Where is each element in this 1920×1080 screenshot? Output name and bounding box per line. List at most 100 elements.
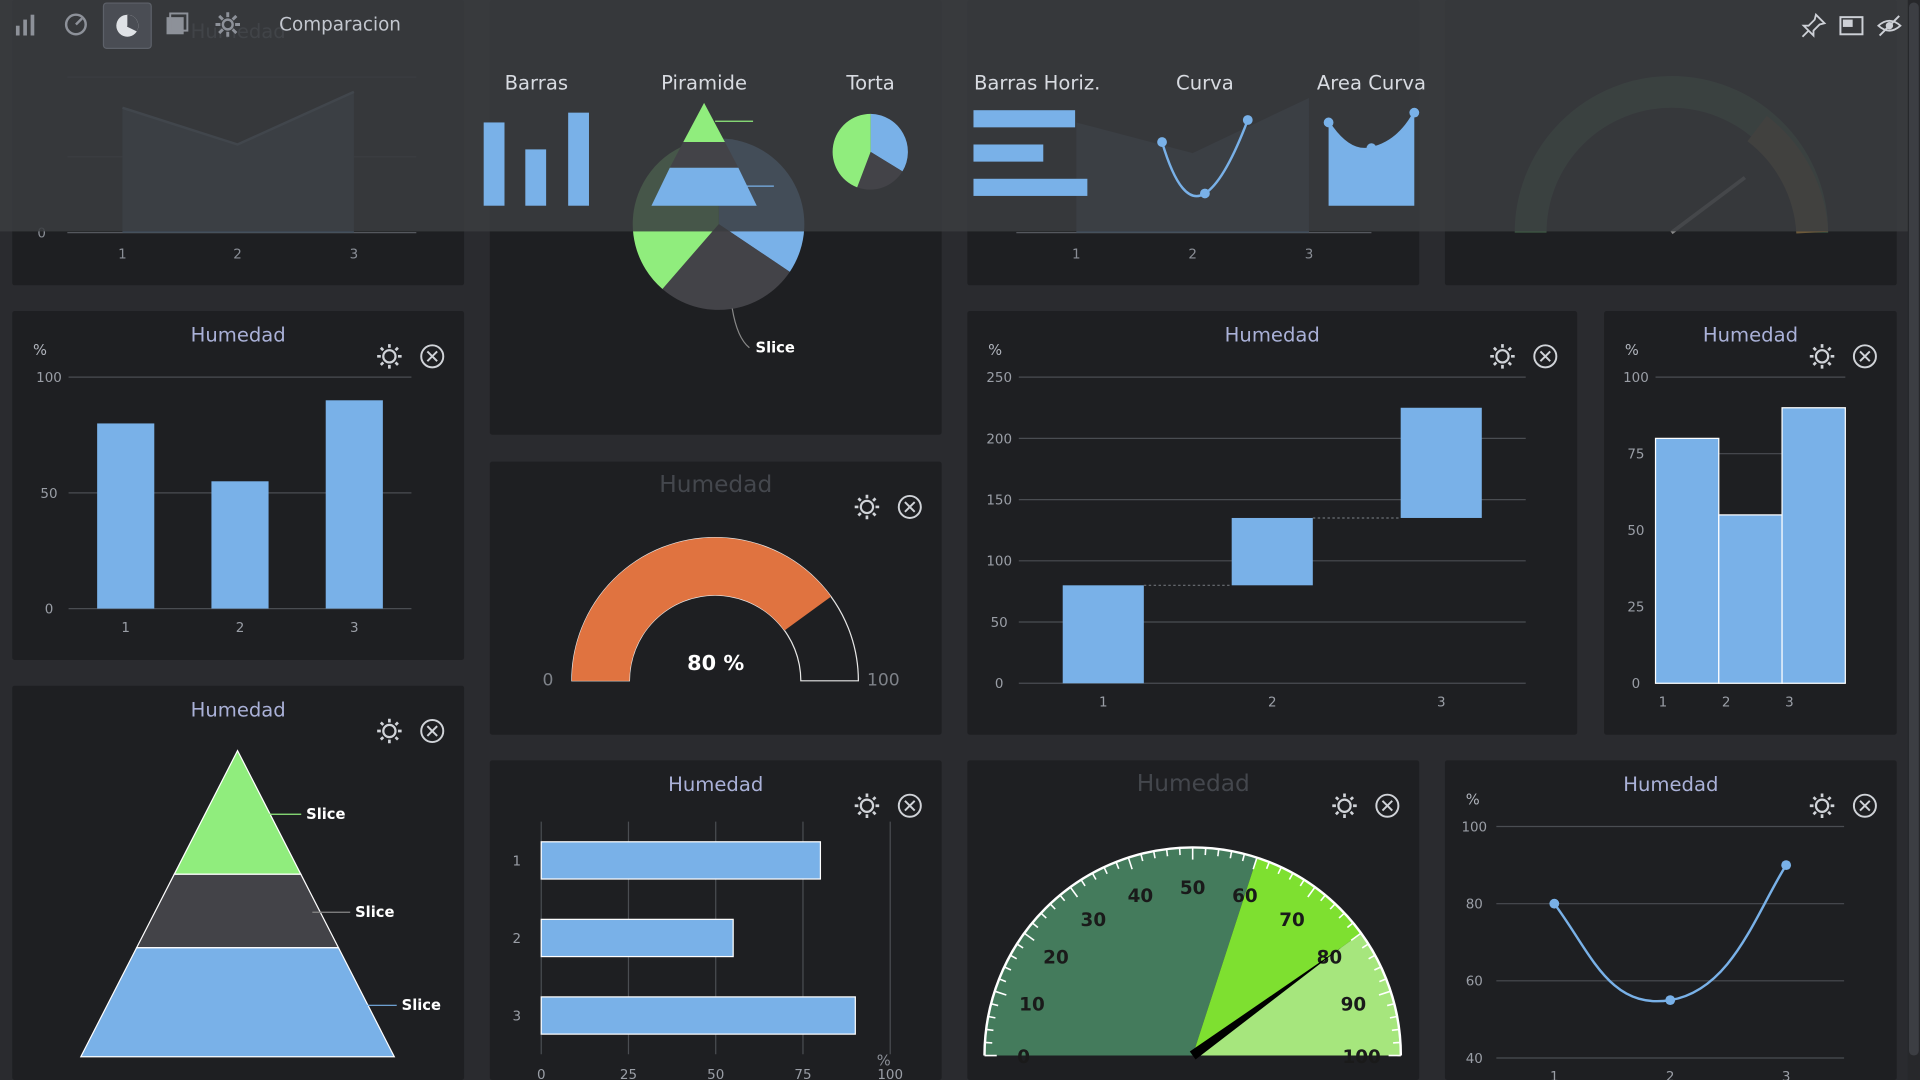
x-tick-label: 2	[236, 621, 245, 636]
x-tick-label: 1	[121, 621, 130, 636]
settings-gear-icon[interactable]	[1487, 340, 1519, 372]
close-circle-icon[interactable]	[894, 790, 926, 822]
x-tick-label: 3	[1437, 696, 1446, 711]
gauge-tick	[990, 1002, 999, 1007]
bar-chart-icon[interactable]	[2, 2, 49, 46]
settings-gear-icon[interactable]	[851, 491, 883, 523]
curve-chart-icon	[1157, 115, 1253, 199]
gauge-tick-label: 60	[1232, 886, 1258, 907]
chart-option-curva[interactable]: Curva	[1145, 71, 1265, 213]
chart-option-area-curva[interactable]: Area Curva	[1313, 71, 1431, 213]
widget-title: Humedad	[668, 772, 764, 796]
chart-option-label: Torta	[846, 71, 895, 95]
gauge-tick-label: 50	[1180, 878, 1206, 899]
chart-option-piramide[interactable]: Piramide	[634, 71, 779, 213]
chart-option-label: Piramide	[661, 71, 748, 95]
y-tick-label: 50	[40, 487, 57, 502]
svg-text:0: 0	[37, 227, 46, 242]
pin-icon[interactable]	[1800, 12, 1827, 39]
gauge-tick	[1389, 1015, 1398, 1019]
bar	[540, 841, 822, 880]
widget-floating-bar-humedad: Humedad % 0 50 100 150 200 250 1 2 3	[967, 311, 1578, 735]
bar	[540, 918, 734, 958]
gauge-tick	[1265, 861, 1271, 870]
gauge-tick	[1361, 943, 1369, 949]
close-circle-icon[interactable]	[416, 715, 448, 747]
widget-title: Humedad	[190, 323, 286, 347]
svg-text:1: 1	[1072, 247, 1081, 262]
close-circle-icon[interactable]	[416, 340, 448, 372]
chart-option-label: Curva	[1176, 71, 1234, 95]
bar	[1654, 437, 1720, 684]
pyramid-segment	[79, 947, 396, 1058]
close-circle-icon[interactable]	[1849, 340, 1881, 372]
y-tick-label: 50	[991, 616, 1008, 631]
x-tick-label: 2	[1722, 696, 1731, 711]
widget-solid-gauge: Humedad 80 % 0 100	[489, 461, 942, 735]
bar	[540, 996, 856, 1035]
y-tick-label: 3	[512, 1009, 521, 1024]
y-tick-label: 80	[1466, 898, 1483, 913]
settings-gear-icon[interactable]	[1329, 790, 1361, 822]
settings-gear-icon[interactable]	[373, 715, 405, 747]
settings-gear-icon[interactable]	[1806, 790, 1838, 822]
vertical-scrollbar[interactable]	[1907, 0, 1920, 1080]
toolbar-title: Comparacion	[279, 13, 401, 36]
widget-title: Humedad	[1702, 323, 1799, 347]
gear-icon[interactable]	[204, 2, 251, 46]
chart-option-label: Barras	[504, 71, 569, 95]
x-tick-label: 1	[1659, 696, 1668, 711]
close-circle-icon[interactable]	[1371, 790, 1403, 822]
svg-text:3: 3	[1305, 247, 1314, 262]
gauge-tick	[1299, 879, 1305, 887]
close-circle-icon[interactable]	[894, 491, 926, 523]
gauge-tick	[1217, 848, 1220, 857]
gauge-tick	[1320, 894, 1326, 902]
hide-icon[interactable]	[1876, 12, 1903, 39]
x-tick-label: 100	[877, 1068, 903, 1080]
settings-gear-icon[interactable]	[373, 340, 405, 372]
pie-chart-icon	[832, 113, 908, 190]
gauge-tick-label: 0	[1017, 1047, 1030, 1068]
window-icon[interactable]	[1838, 12, 1865, 39]
scrollbar-thumb[interactable]	[1908, 2, 1919, 1056]
area-curve-chart-icon	[1323, 107, 1420, 206]
y-tick-label: 100	[36, 371, 62, 386]
y-tick-label: 60	[1466, 975, 1483, 990]
settings-gear-icon[interactable]	[1806, 340, 1838, 372]
settings-gear-icon[interactable]	[851, 790, 883, 822]
pie-chart-icon[interactable]	[102, 2, 152, 49]
bar	[325, 400, 383, 609]
chart-option-label: Barras Horiz.	[973, 71, 1101, 95]
horizontal-bar-chart: 0 25 50 75 100 1 2 3	[512, 821, 903, 1080]
bar-chart-small: 0 25 50 75 100 1 2 3	[1623, 371, 1846, 711]
widget-title: Humedad	[1623, 772, 1719, 796]
widget-title: Humedad	[1224, 323, 1320, 347]
chart-option-torta[interactable]: Torta	[820, 71, 920, 213]
chart-option-barras[interactable]: Barras	[481, 71, 591, 213]
gauge-tick	[1016, 943, 1024, 949]
x-tick-label: 50	[707, 1068, 724, 1080]
gauge-tick	[994, 990, 1007, 996]
gauge-needle	[1189, 947, 1342, 1060]
gauge-tick	[1080, 879, 1086, 887]
x-tick-label: 1	[1099, 696, 1108, 711]
close-circle-icon[interactable]	[1849, 790, 1881, 822]
gauge-fill	[571, 537, 832, 681]
bar	[1781, 407, 1846, 684]
chart-option-barras-horiz[interactable]: Barras Horiz.	[970, 71, 1105, 213]
gauge-tick	[1379, 978, 1387, 983]
solid-gauge-chart	[571, 536, 859, 682]
gauge-tick	[1059, 894, 1066, 902]
x-tick-label: 1	[1550, 1070, 1559, 1080]
gauge-tick	[986, 1028, 994, 1032]
widget-title: Humedad	[659, 471, 773, 499]
gauge-icon[interactable]	[53, 2, 100, 46]
x-axis-unit: %	[876, 1051, 891, 1069]
x-tick-label: 3	[1782, 1070, 1791, 1080]
y-axis-unit: %	[1624, 341, 1639, 359]
notes-icon[interactable]	[153, 2, 200, 46]
close-circle-icon[interactable]	[1529, 340, 1561, 372]
gauge-tick	[1391, 1028, 1400, 1032]
gauge-tick	[1378, 990, 1391, 996]
